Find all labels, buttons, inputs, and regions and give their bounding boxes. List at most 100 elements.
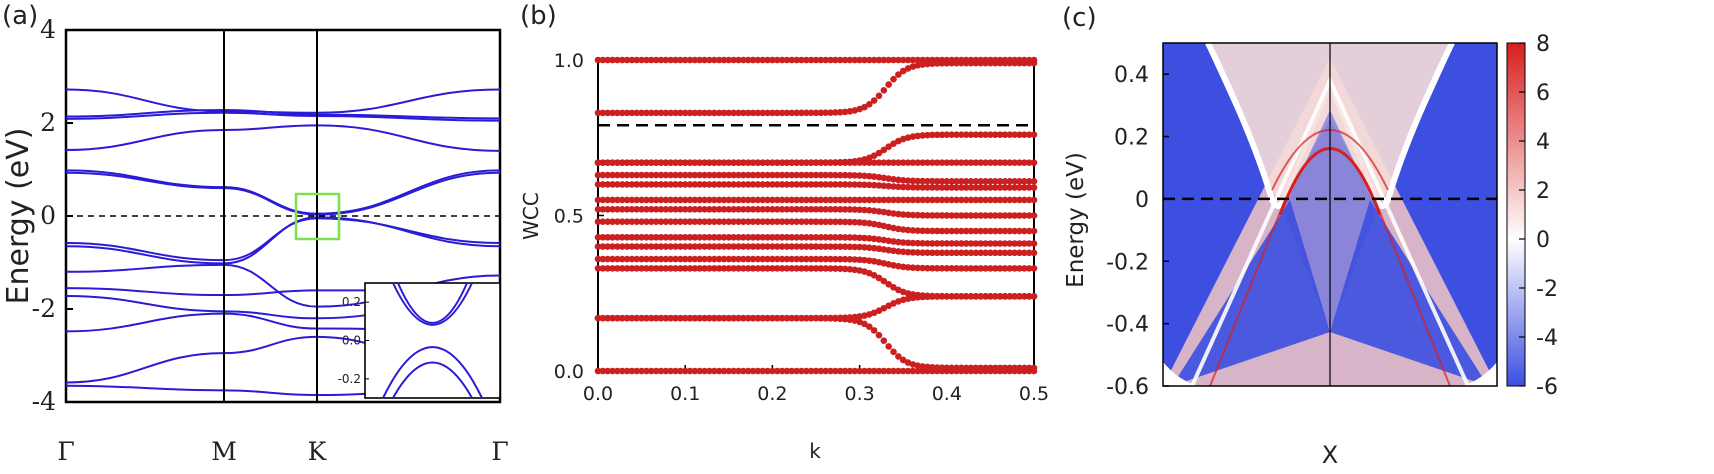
wcc-point	[1006, 184, 1014, 191]
wcc-point	[856, 367, 863, 375]
wcc-point	[657, 218, 665, 226]
wcc-point	[633, 205, 641, 213]
wcc-point	[836, 206, 844, 213]
wcc-point	[958, 293, 965, 300]
wcc-point	[890, 75, 897, 83]
wcc-point	[740, 218, 747, 226]
wcc-point	[715, 181, 723, 188]
wcc-point	[706, 367, 713, 375]
wcc-point	[822, 159, 829, 166]
wcc-point	[657, 205, 665, 213]
wcc-point	[720, 367, 728, 375]
wcc-point	[793, 109, 800, 117]
wcc-point	[803, 218, 810, 226]
wcc-point	[1021, 184, 1028, 191]
wcc-point	[681, 233, 689, 241]
wcc-point	[938, 177, 946, 185]
wcc-point	[633, 218, 641, 226]
wcc-point	[798, 218, 805, 226]
wcc-point	[614, 181, 621, 188]
wcc-point	[1011, 240, 1018, 247]
wcc-point	[943, 240, 951, 247]
wcc-point	[1011, 184, 1018, 191]
wcc-point	[832, 181, 839, 188]
wcc-point	[681, 109, 689, 117]
wcc-point	[962, 184, 970, 191]
wcc-point	[832, 265, 839, 272]
wcc-point	[807, 367, 815, 375]
wcc-point	[769, 265, 776, 272]
wcc-point	[827, 171, 834, 179]
wcc-point	[948, 56, 955, 64]
panel-a-label: (a)	[2, 1, 38, 31]
wcc-point	[677, 367, 684, 375]
wcc-point	[914, 367, 922, 375]
wcc-point	[672, 196, 679, 204]
wcc-point	[691, 159, 699, 166]
wcc-point	[735, 314, 742, 322]
colorbar-tick: 0	[1536, 228, 1550, 253]
band-line	[65, 88, 501, 114]
wcc-point	[914, 56, 922, 64]
wcc-point	[987, 240, 994, 247]
wcc-point	[812, 56, 820, 64]
wcc-point	[754, 314, 762, 322]
wcc-point	[643, 233, 650, 241]
wcc-point	[880, 236, 888, 244]
wcc-point	[604, 159, 611, 166]
wcc-point	[623, 159, 631, 166]
wcc-point	[938, 159, 946, 166]
wcc-point	[657, 171, 665, 179]
wcc-point	[725, 218, 733, 226]
wcc-point	[967, 184, 975, 191]
wcc-point	[885, 209, 892, 217]
wcc-point	[730, 109, 737, 117]
wcc-point	[686, 255, 694, 263]
wcc-point	[846, 314, 854, 321]
wcc-point	[822, 181, 829, 188]
wcc-point	[657, 181, 665, 188]
wcc-point	[812, 196, 820, 204]
wcc-point	[827, 56, 834, 64]
wcc-point	[788, 205, 796, 213]
wcc-point	[735, 205, 742, 213]
wcc-point	[715, 243, 723, 250]
wcc-point	[924, 196, 931, 204]
wcc-point	[1021, 159, 1028, 166]
wcc-point	[899, 177, 907, 184]
band-line	[65, 108, 501, 120]
wcc-point	[987, 177, 994, 185]
wcc-point	[793, 255, 800, 263]
wcc-point	[827, 314, 834, 322]
wcc-point	[982, 249, 989, 257]
wcc-point	[875, 159, 883, 166]
wcc-point	[773, 109, 781, 117]
wcc-point	[710, 181, 718, 188]
wcc-point	[618, 265, 626, 272]
wcc-point	[793, 205, 800, 213]
wcc-point	[633, 265, 641, 272]
wcc-point	[657, 265, 665, 272]
bulk-edge-right	[1374, 43, 1455, 209]
wcc-point	[778, 233, 786, 241]
wcc-point	[740, 196, 747, 204]
corner-left	[1163, 362, 1200, 386]
wcc-point	[744, 218, 752, 226]
wcc-point	[841, 206, 849, 213]
wcc-point	[991, 131, 999, 138]
wcc-point	[740, 205, 747, 213]
wcc-point	[604, 205, 611, 213]
wcc-point	[817, 181, 825, 188]
wcc-point	[1011, 227, 1018, 235]
wcc-point	[720, 159, 728, 166]
wcc-point	[754, 196, 762, 204]
wcc-point	[1030, 240, 1038, 247]
wcc-point	[686, 265, 694, 272]
panel-b-xtick: 0.0	[583, 383, 613, 405]
wcc-point	[846, 171, 854, 179]
wcc-point	[870, 272, 878, 279]
wcc-point	[836, 108, 844, 116]
wcc-point	[841, 314, 849, 321]
wcc-point	[1006, 159, 1014, 166]
wcc-point	[885, 237, 892, 245]
